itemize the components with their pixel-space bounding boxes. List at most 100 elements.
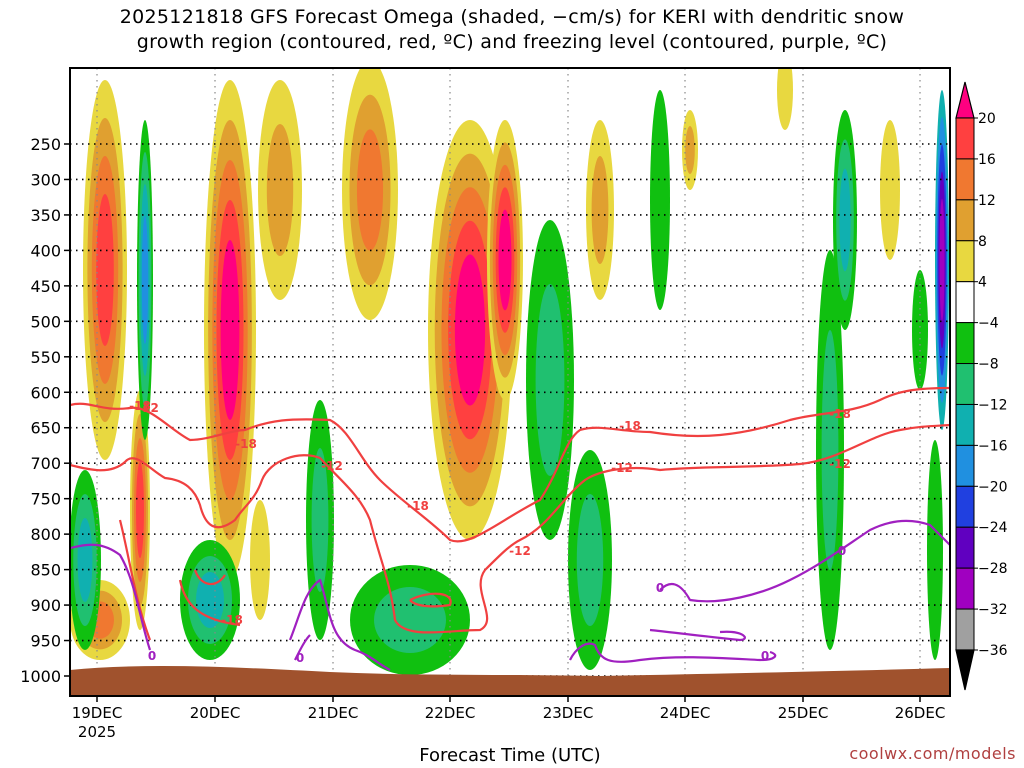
contour-minus12-lower <box>70 423 950 634</box>
y-tick-label: 250 <box>30 135 61 154</box>
x-tick-label: 19DEC <box>72 704 123 722</box>
colorbar-segment <box>955 322 975 365</box>
colorbar-segment <box>955 240 975 283</box>
contour-label-red: -18 <box>129 399 151 413</box>
colorbar-segment <box>955 444 975 487</box>
omega-downward-upper-25dec <box>833 110 857 330</box>
x-tick-label: 21DEC <box>308 704 359 722</box>
contour-label-purple: 0 <box>296 651 304 665</box>
y-tick-label: 600 <box>30 383 61 402</box>
x-axis-title: Forecast Time (UTC) <box>419 745 601 766</box>
contour-label-purple: 0 <box>148 649 156 663</box>
contour-label-purple: 0 <box>838 544 846 558</box>
y-tick-label: 400 <box>30 241 61 260</box>
colorbar-segment <box>955 199 975 242</box>
omega-upward-core-22dec-east <box>487 120 523 400</box>
x-tick-label: 24DEC <box>660 704 711 722</box>
y-tick-label: 800 <box>30 525 61 544</box>
omega-downward-low-19dec <box>70 470 101 650</box>
omega-upward-core-20dec <box>204 80 256 580</box>
y-tick-label: 750 <box>30 490 61 509</box>
contour-label-red: -12 <box>137 401 159 415</box>
x-tick-label: 23DEC <box>543 704 594 722</box>
y-tick-label: 350 <box>30 206 61 225</box>
colorbar-segment <box>955 363 975 405</box>
plot-frame <box>69 67 951 697</box>
omega-upward-core-19dec <box>83 80 127 460</box>
y-tick-label: 950 <box>30 632 61 651</box>
contour-label-red: -18 <box>221 613 243 627</box>
omega-upward-upper-21dec <box>342 68 398 320</box>
omega-upward-weak-low-20dec <box>250 500 270 620</box>
colorbar-segment <box>955 403 975 446</box>
omega-downward-low-23dec <box>568 450 612 670</box>
colorbar-label: −20 <box>978 479 1008 495</box>
x-tick-label: 22DEC <box>425 704 476 722</box>
y-tick-label: 850 <box>30 561 61 580</box>
contour-label-red: -12 <box>321 459 343 473</box>
omega-downward-weak-24dec <box>650 90 670 310</box>
contour-label-red: -18 <box>407 499 429 513</box>
omega-downward-low-26dec <box>927 440 943 660</box>
omega-downward-low-21dec <box>350 565 470 675</box>
colorbar-segment <box>955 567 975 610</box>
x-tick-label: 25DEC <box>778 704 829 722</box>
y-tick-label: 1000 <box>20 667 61 686</box>
ground-terrain <box>70 666 950 696</box>
colorbar-label: −8 <box>978 357 999 373</box>
omega-upward-weak-24dec <box>682 110 698 190</box>
y-tick-label: 500 <box>30 312 61 331</box>
y-tick-label: 450 <box>30 277 61 296</box>
omega-downward-weak-26dec <box>912 270 928 390</box>
colorbar-label: −28 <box>978 561 1008 577</box>
contour-label-red: -12 <box>611 461 633 475</box>
colorbar-label: −16 <box>978 438 1008 454</box>
omega-upward-weak-26dec <box>880 120 900 260</box>
omega-downward-column-19dec <box>137 120 153 440</box>
omega-upward-upper-20dec <box>258 80 302 300</box>
y-tick-label: 700 <box>30 454 61 473</box>
chart-title-line2: growth region (contoured, red, ºC) and f… <box>136 31 888 53</box>
x-tick-year: 2025 <box>78 723 116 741</box>
contour-label-red: -18 <box>829 407 851 421</box>
colorbar-label: −4 <box>978 316 999 332</box>
omega-downward-column-21dec <box>306 400 334 640</box>
colorbar-label: 8 <box>978 234 987 250</box>
colorbar-label: −12 <box>978 397 1008 413</box>
y-tick-label: 900 <box>30 596 61 615</box>
contour-label-red: -18 <box>619 419 641 433</box>
contour-label-red: -18 <box>235 437 257 451</box>
y-tick-label: 550 <box>30 348 61 367</box>
y-tick-label: 300 <box>30 170 61 189</box>
colorbar-label: −36 <box>978 643 1008 659</box>
x-tick-label: 26DEC <box>895 704 946 722</box>
contour-label-purple: 0 <box>761 649 769 663</box>
omega-upward-weak-25dec <box>777 68 793 130</box>
contour-label-purple: 0 <box>656 581 664 595</box>
colorbar-bottom-arrow <box>955 649 975 691</box>
contour-minus18-upper <box>70 386 950 543</box>
chart-title-line1: 2025121818 GFS Forecast Omega (shaded, −… <box>119 6 905 28</box>
omega-upward-weak-23dec <box>586 120 614 300</box>
contour-freezing-level <box>70 519 950 671</box>
omega-downward-edge-26dec <box>935 90 949 430</box>
colorbar-label: −24 <box>978 520 1008 536</box>
colorbar-segment <box>955 117 975 160</box>
omega-downward-column-22dec <box>526 220 574 540</box>
colorbar-label: −32 <box>978 602 1008 618</box>
colorbar-segment <box>955 281 975 324</box>
colorbar-segment <box>955 526 975 569</box>
colorbar-segment <box>955 485 975 528</box>
contour-label-red: -12 <box>509 544 531 558</box>
colorbar-segment <box>955 608 975 651</box>
colorbar-label: 12 <box>978 193 996 209</box>
omega-downward-column-25dec <box>816 250 844 650</box>
colorbar-segment <box>955 158 975 201</box>
colorbar-label: 4 <box>978 275 987 291</box>
contour-label-red: -12 <box>829 457 851 471</box>
colorbar-label: 16 <box>978 152 996 168</box>
contour-minus18-lowlevel <box>118 519 452 641</box>
credit-text: coolwx.com/models <box>849 744 1016 763</box>
colorbar-top-arrow <box>955 81 975 119</box>
